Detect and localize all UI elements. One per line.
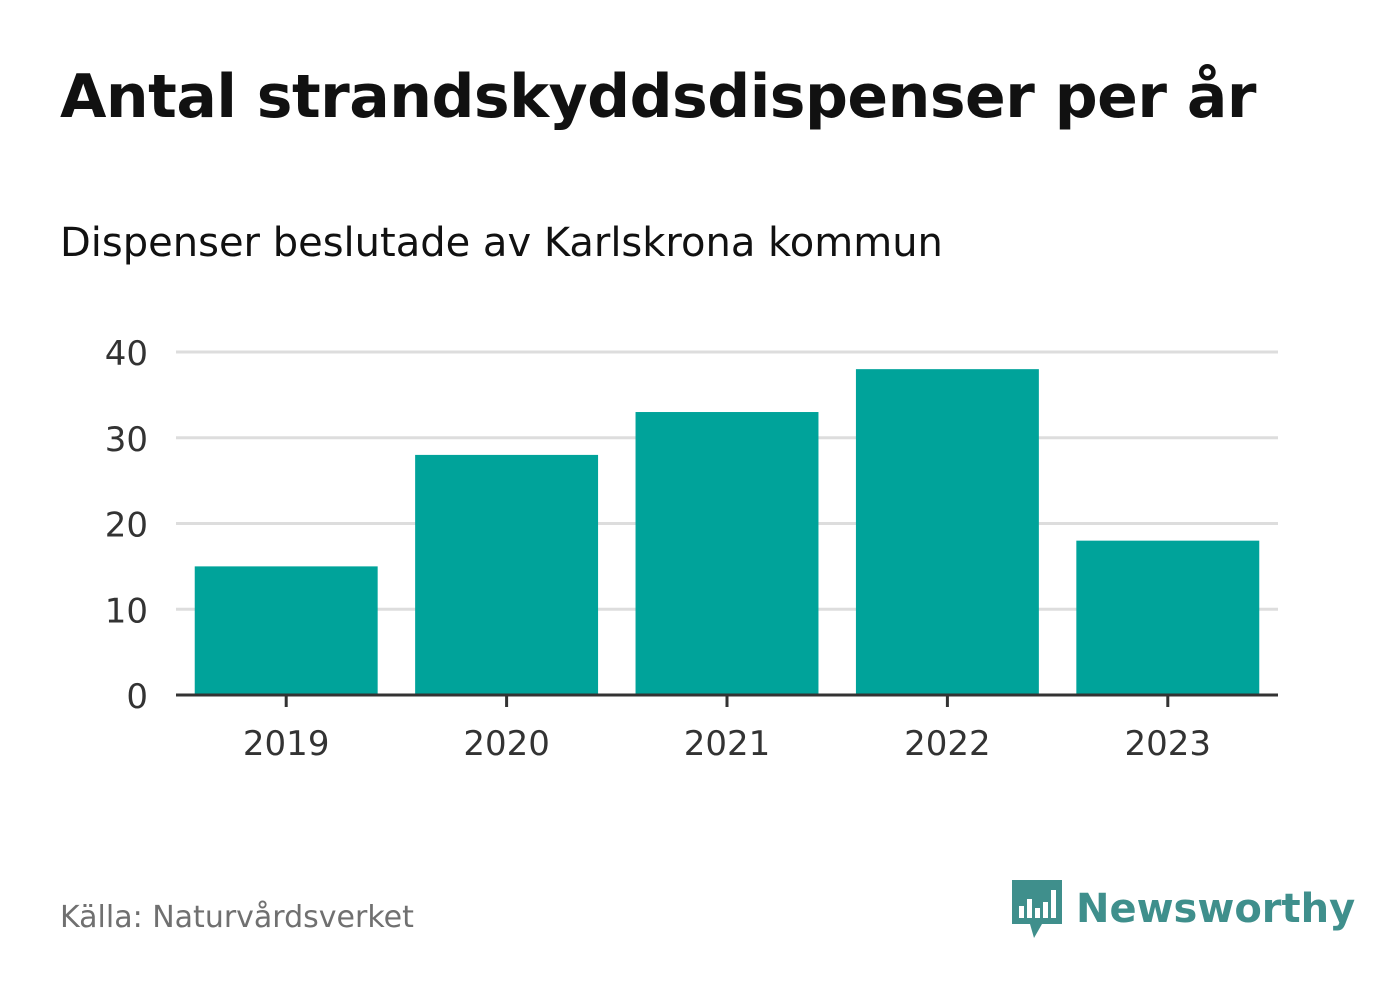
x-tick-label: 2020	[463, 724, 550, 764]
chart-subtitle: Dispenser beslutade av Karlskrona kommun	[60, 220, 943, 266]
brand-name: Newsworthy	[1076, 886, 1356, 932]
bar	[194, 566, 378, 695]
bar	[415, 454, 599, 695]
x-tick-label: 2021	[684, 724, 771, 764]
chart-title: Antal strandskyddsdispenser per år	[60, 62, 1256, 132]
source-note: Källa: Naturvårdsverket	[60, 900, 414, 935]
x-tick-label: 2019	[243, 724, 330, 764]
x-tick-label: 2022	[904, 724, 991, 764]
y-tick-label: 40	[105, 334, 148, 374]
bar	[635, 412, 819, 695]
y-tick-label: 20	[105, 506, 148, 546]
y-tick-label: 0	[126, 677, 148, 717]
y-tick-label: 10	[105, 591, 148, 631]
bar	[1076, 540, 1260, 695]
x-tick-label: 2023	[1125, 724, 1212, 764]
y-tick-label: 30	[105, 420, 148, 460]
newsworthy-logo-icon	[1012, 880, 1062, 938]
brand-logo: Newsworthy	[1010, 878, 1355, 940]
bar	[855, 369, 1039, 695]
